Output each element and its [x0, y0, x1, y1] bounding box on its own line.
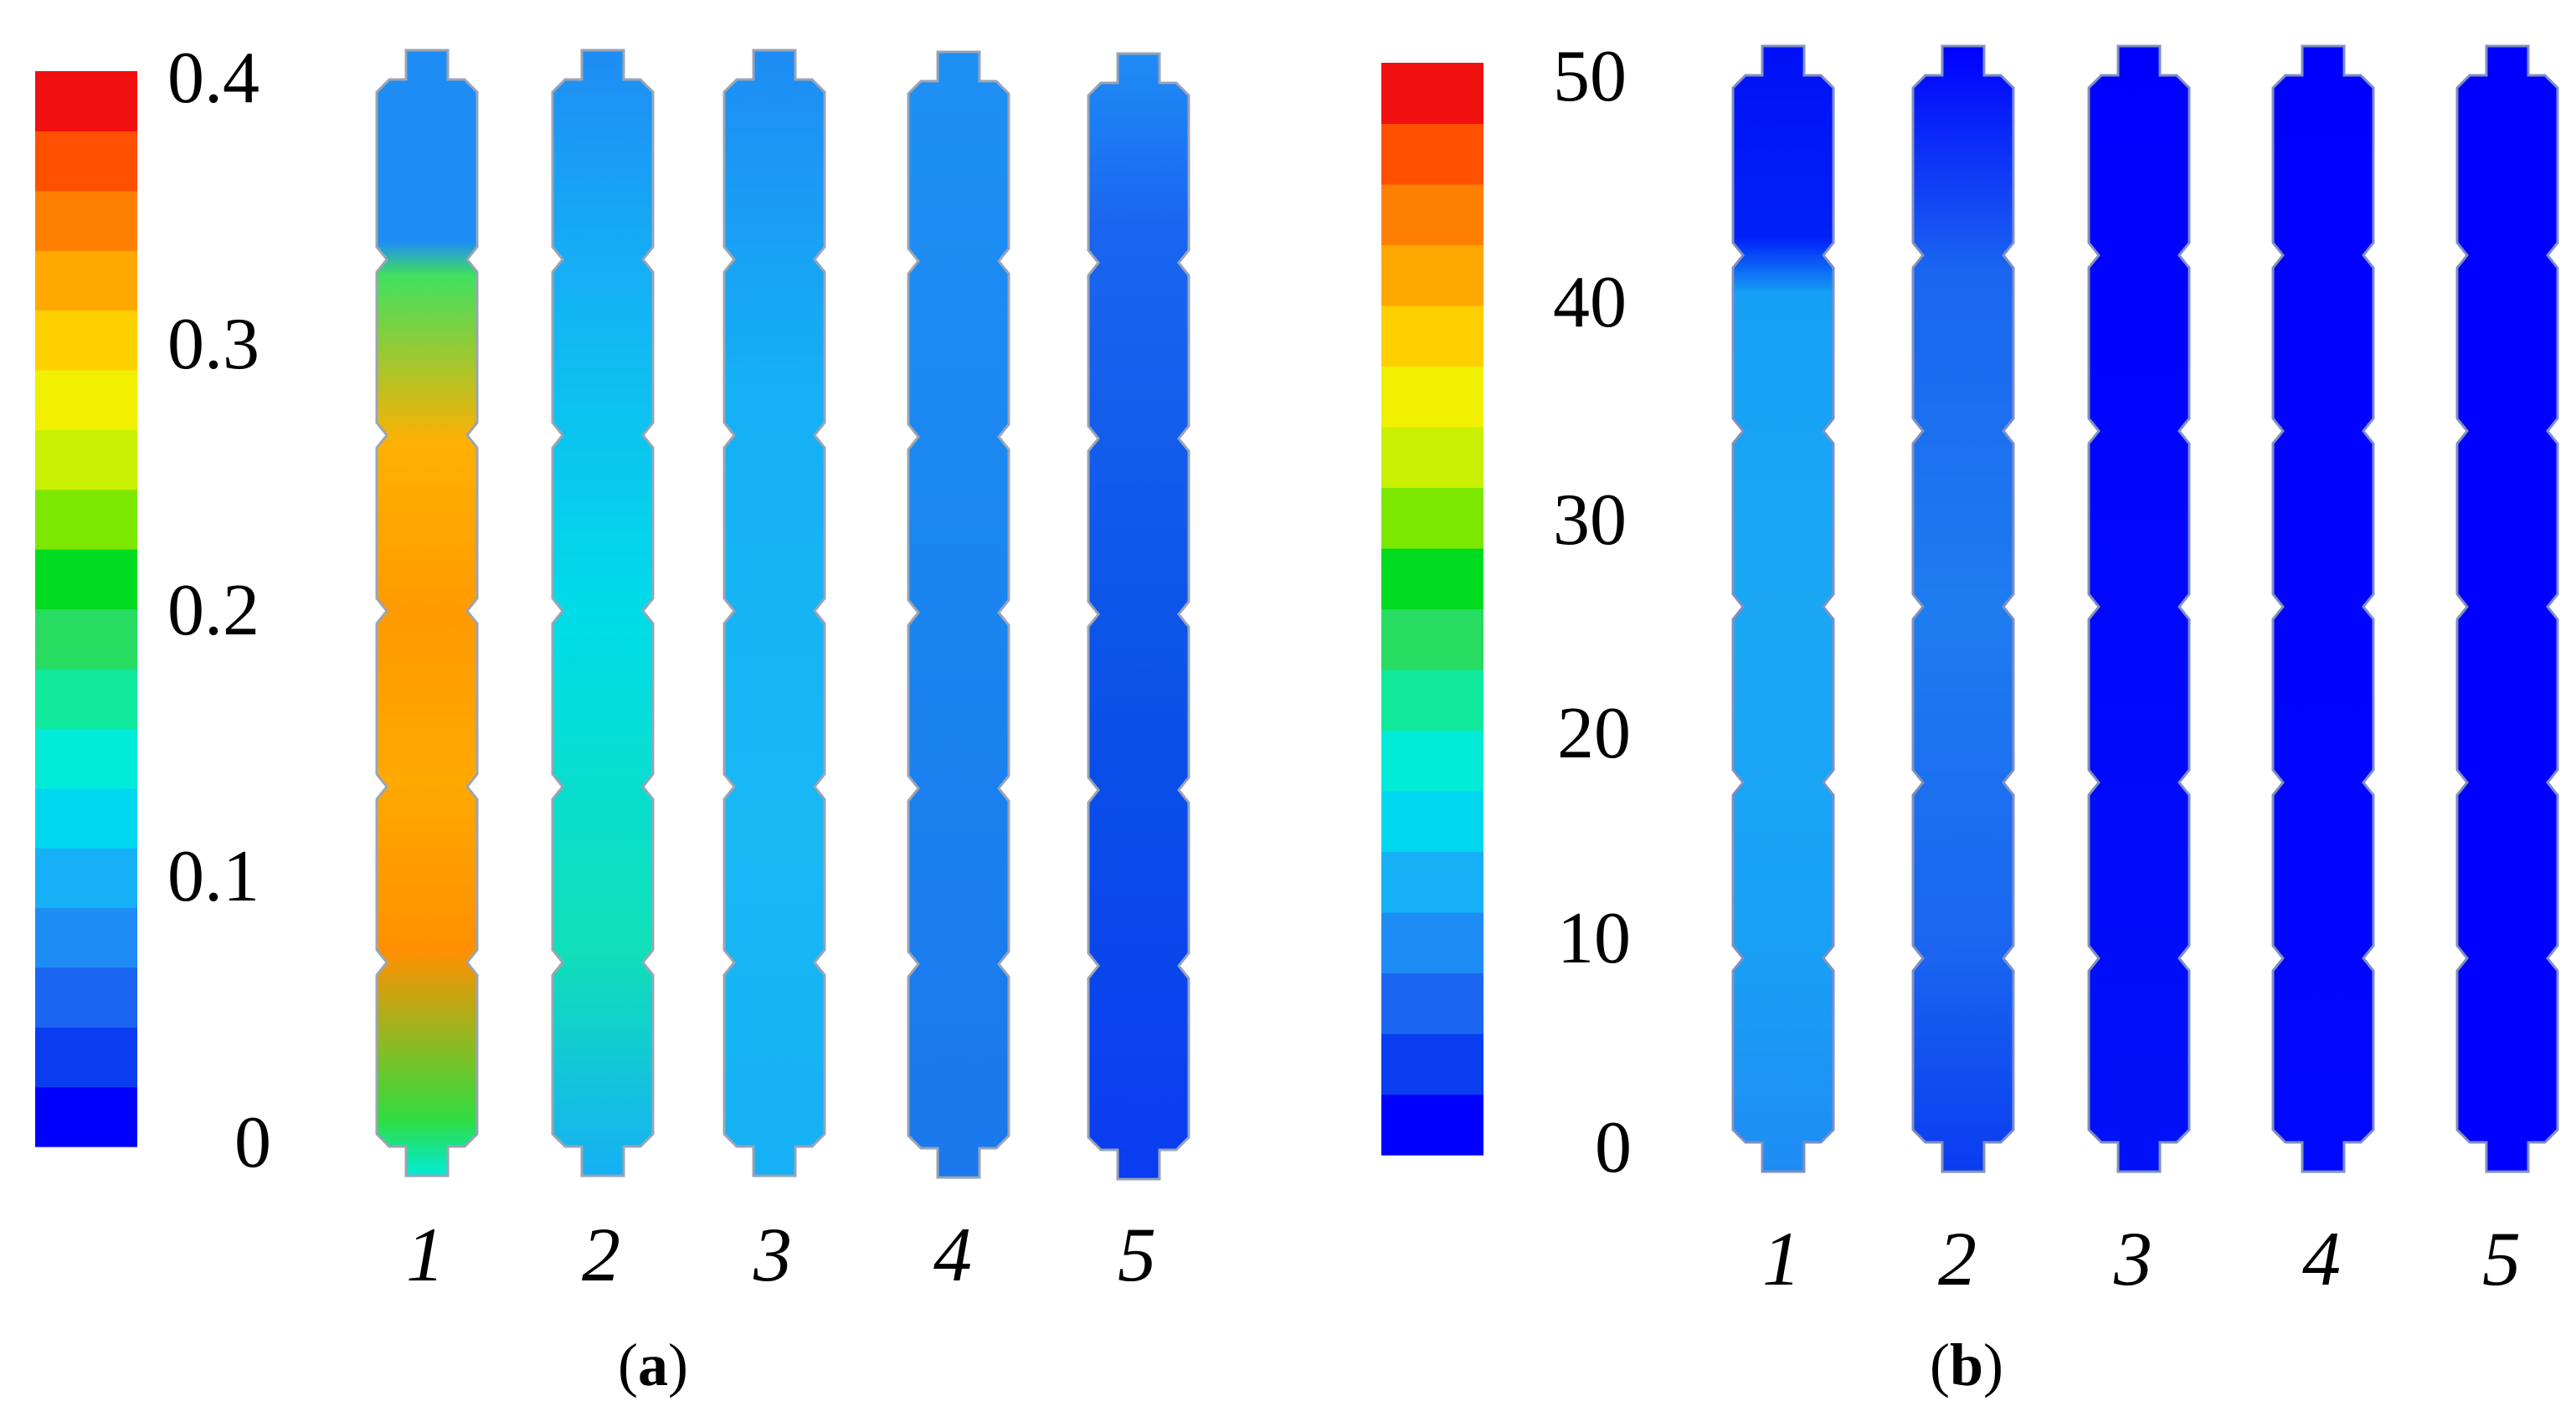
colorbar-swatch [1381, 1034, 1483, 1095]
colorbar-b-tick: 10 [1557, 898, 1631, 979]
colorbar-swatch [1381, 366, 1483, 428]
channel-a-1 [375, 49, 479, 1178]
colorbar-swatch [35, 489, 137, 550]
colorbar-swatch [1381, 305, 1483, 367]
channel-b-4 [2271, 44, 2375, 1173]
colorbar-swatch [35, 549, 137, 610]
panel-label-a-letter: a [638, 1331, 668, 1398]
channel-a-5 [1087, 52, 1190, 1181]
column-label: 4 [2302, 1216, 2341, 1301]
colorbar-swatch [1381, 427, 1483, 489]
colorbar-swatch [35, 250, 137, 311]
channel-b-5 [2455, 44, 2559, 1173]
colorbar-swatch [35, 967, 137, 1028]
column-label: 4 [933, 1212, 972, 1297]
colorbar-a-ticks: 0.4 0.3 0.2 0.1 0 [167, 38, 271, 1183]
channel-a-4 [907, 50, 1010, 1179]
colorbar-swatch [1381, 184, 1483, 246]
colorbar-swatch [35, 310, 137, 371]
colorbar-swatch [35, 788, 137, 849]
colorbar-swatch [35, 429, 137, 490]
colorbar-swatch [1381, 972, 1483, 1034]
panel-label-b-letter: b [1950, 1331, 1983, 1398]
panel-label-b: (b) [1930, 1331, 2003, 1398]
colorbar-b [1381, 63, 1483, 1156]
colorbar-swatch [1381, 912, 1483, 974]
colorbar-a-tick: 0 [234, 1102, 271, 1183]
colorbar-swatch [1381, 63, 1483, 125]
column-label: 3 [753, 1212, 792, 1297]
colorbar-swatch [35, 1027, 137, 1088]
column-label: 1 [1762, 1216, 1801, 1301]
channel-b-2 [1911, 44, 2015, 1173]
colorbar-swatch [1381, 608, 1483, 670]
colorbar-swatch [1381, 851, 1483, 913]
panel-a: 0.4 0.3 0.2 0.1 0 1 2 3 4 5 (a) [35, 38, 1190, 1398]
column-label: 2 [582, 1212, 620, 1297]
colorbar-swatch [35, 71, 137, 131]
colorbar-a-tick: 0.4 [167, 38, 260, 119]
colorbar-b-tick: 20 [1557, 693, 1631, 774]
colorbar-swatch [35, 190, 137, 251]
colorbar-a-tick: 0.3 [167, 304, 260, 385]
colorbar-swatch [35, 608, 137, 670]
colorbar-swatch [1381, 1094, 1483, 1156]
colorbar-swatch [1381, 791, 1483, 853]
colorbar-b-tick: 40 [1553, 262, 1627, 343]
column-labels-b: 1 2 3 4 5 [1762, 1216, 2521, 1301]
colorbar-a-tick: 0.2 [167, 570, 260, 651]
colorbar-a [35, 71, 137, 1147]
colorbar-swatch [35, 728, 137, 789]
column-label: 5 [1118, 1212, 1156, 1297]
channel-a-2 [551, 49, 655, 1178]
colorbar-swatch [35, 1086, 137, 1147]
colorbar-swatch [1381, 244, 1483, 306]
column-label: 1 [406, 1212, 445, 1297]
column-label: 3 [2113, 1216, 2152, 1301]
column-labels-a: 1 2 3 4 5 [406, 1212, 1156, 1297]
colorbar-b-tick: 30 [1553, 480, 1627, 561]
channel-b-1 [1731, 44, 1835, 1173]
channel-b-3 [2087, 44, 2191, 1173]
colorbar-b-tick: 50 [1553, 36, 1627, 117]
colorbar-swatch [35, 131, 137, 192]
colorbar-swatch [1381, 487, 1483, 549]
colorbar-swatch [35, 907, 137, 968]
colorbar-b-ticks: 50 40 30 20 10 0 [1553, 36, 1632, 1188]
panel-label-a: (a) [618, 1331, 688, 1398]
colorbar-swatch [1381, 548, 1483, 610]
colorbar-swatch [35, 668, 137, 729]
colorbar-swatch [1381, 123, 1483, 185]
colorbar-swatch [35, 848, 137, 909]
colorbar-swatch [35, 369, 137, 430]
colorbar-b-tick: 0 [1595, 1107, 1632, 1188]
colorbar-swatch [1381, 670, 1483, 731]
panel-b: 50 40 30 20 10 0 1 2 3 4 5 (b) [1381, 36, 2559, 1398]
column-label: 5 [2482, 1216, 2521, 1301]
colorbar-a-tick: 0.1 [167, 836, 260, 917]
colorbar-swatch [1381, 730, 1483, 792]
channel-a-3 [722, 49, 826, 1178]
column-label: 2 [1938, 1216, 1977, 1301]
